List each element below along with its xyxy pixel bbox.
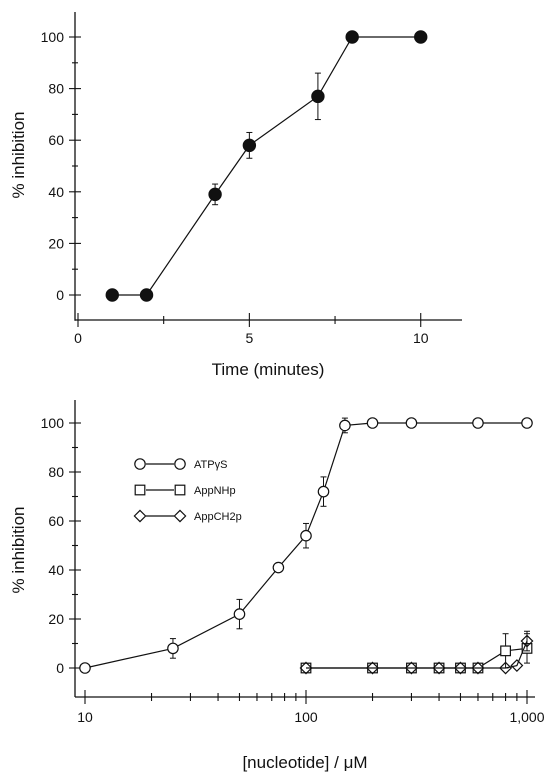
- data-point: [366, 661, 379, 675]
- legend-label: ATPγS: [194, 459, 227, 471]
- data-point: [521, 417, 533, 429]
- data-point: [414, 30, 428, 44]
- data-point: [339, 419, 351, 432]
- legend-marker: [174, 484, 186, 496]
- x-tick-label: 100: [294, 709, 318, 725]
- data-point: [404, 661, 418, 675]
- data-point: [242, 138, 257, 153]
- data-point: [345, 30, 359, 44]
- x-axis-title: Time (minutes): [212, 360, 325, 379]
- legend-label: AppNHp: [194, 485, 236, 497]
- legend-marker: [134, 458, 146, 470]
- data-point: [472, 417, 484, 429]
- legend-marker: [134, 484, 146, 496]
- data-point: [432, 661, 446, 675]
- data-point: [311, 89, 325, 104]
- y-tick-label: 0: [56, 287, 64, 303]
- y-tick-label: 60: [48, 132, 64, 148]
- dose-response-chart: 0 20 40 60 80 100 10 100 1,000 % inhibition [nucle…: [9, 400, 545, 772]
- legend-marker: [174, 458, 186, 470]
- data-point: [520, 634, 534, 648]
- x-tick-label: 1,000: [509, 709, 544, 725]
- data-point: [471, 661, 485, 675]
- series-0: [105, 30, 428, 302]
- y-tick-label: 100: [41, 29, 65, 45]
- data-point: [233, 608, 246, 620]
- x-tick-label: 10: [77, 709, 93, 725]
- data-point: [208, 187, 222, 202]
- y-tick-label: 20: [48, 235, 64, 251]
- legend: ATPγS AppNHp AppCH2p: [133, 458, 242, 523]
- y-tick-label: 80: [48, 464, 64, 480]
- y-tick-label: 40: [48, 562, 64, 578]
- y-tick-label: 0: [56, 660, 64, 676]
- data-point: [317, 485, 330, 498]
- y-tick-label: 100: [41, 415, 65, 431]
- data-point: [79, 662, 91, 674]
- data-point: [510, 659, 524, 672]
- data-point: [500, 645, 511, 657]
- series-line: [112, 36, 421, 296]
- data-point: [139, 288, 154, 302]
- y-tick-label: 20: [48, 611, 64, 627]
- y-tick-label: 40: [48, 184, 64, 200]
- x-axis-title: [nucleotide] / μM: [242, 753, 367, 772]
- series-atp-s: [79, 417, 533, 674]
- y-tick-label: 60: [48, 513, 64, 529]
- series-line: [306, 640, 528, 669]
- y-axis-title: % inhibition: [9, 112, 28, 199]
- x-tick-label: 0: [74, 330, 82, 346]
- data-point: [366, 417, 379, 429]
- x-tick-label: 5: [245, 330, 253, 346]
- series-appch2p: [299, 630, 534, 675]
- legend-marker: [133, 509, 147, 523]
- time-course-chart: 0 20 40 60 80 100 0 5 10 % inhibition Time (minute…: [9, 12, 462, 379]
- data-point: [272, 561, 285, 574]
- data-point: [300, 529, 312, 542]
- data-point: [499, 661, 513, 675]
- data-point: [105, 288, 119, 302]
- x-tick-label: 10: [413, 330, 429, 346]
- data-point: [454, 661, 467, 675]
- legend-marker: [173, 509, 187, 523]
- data-point: [167, 642, 179, 655]
- data-point: [405, 417, 418, 429]
- data-point: [299, 661, 313, 675]
- y-axis-title: % inhibition: [9, 507, 28, 594]
- legend-label: AppCH2p: [194, 511, 242, 523]
- y-tick-label: 80: [48, 81, 64, 97]
